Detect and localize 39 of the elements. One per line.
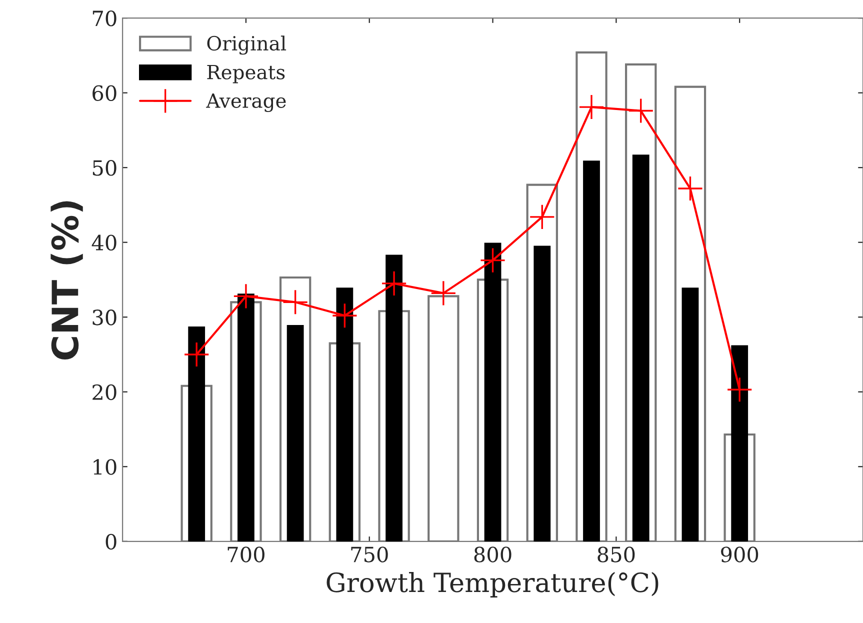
point: [480, 248, 505, 272]
point: [628, 98, 653, 123]
x-tick-label: 750: [351, 546, 388, 562]
y-tick-label: 20: [92, 384, 116, 400]
point: [234, 284, 258, 308]
y-tick-label: 0: [106, 534, 116, 550]
point: [184, 342, 209, 367]
point: [678, 176, 702, 201]
y-tick-label: 60: [92, 85, 116, 102]
y-tick-label: 70: [92, 10, 116, 26]
bar: [632, 154, 650, 542]
x-tick-label: 800: [474, 546, 512, 562]
x-tick-label: 700: [228, 546, 264, 562]
bar: [484, 242, 502, 542]
y-tick-label: 40: [92, 234, 116, 251]
point: [728, 378, 752, 402]
bar: [583, 160, 600, 542]
bar: [386, 254, 402, 542]
y-tick-label: 30: [92, 310, 116, 326]
x-tick-label: 850: [598, 546, 635, 562]
point: [579, 95, 604, 120]
bar: [534, 246, 551, 542]
bar: [336, 288, 354, 542]
legend-label: Average: [206, 94, 286, 112]
x-axis-title: Growth Temperature(°C): [326, 572, 658, 598]
bar: [682, 288, 699, 542]
x-tick-label: 900: [721, 546, 758, 562]
bar: [286, 325, 304, 542]
bar: [188, 326, 206, 542]
point: [530, 204, 554, 229]
legend-label: Repeats: [207, 64, 285, 84]
bar: [731, 345, 748, 542]
y-tick-label: 10: [94, 459, 116, 475]
y-tick-label: 50: [92, 160, 116, 176]
y-axis-title: CNT (%): [50, 201, 83, 360]
point: [382, 271, 406, 296]
point: [431, 281, 456, 306]
bar: [238, 294, 254, 542]
legend-label: Original: [207, 36, 286, 55]
